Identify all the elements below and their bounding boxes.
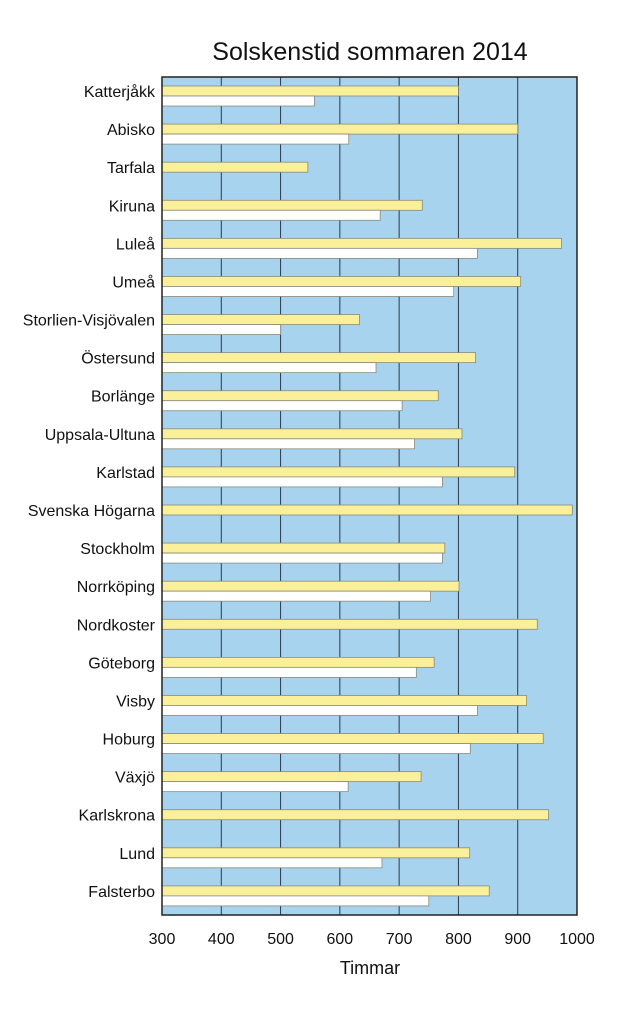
bar-yellow bbox=[161, 237, 562, 249]
category-label: Falsterbo bbox=[88, 884, 155, 901]
bar-white bbox=[161, 552, 443, 564]
bar-yellow bbox=[161, 85, 459, 97]
bar-white bbox=[161, 362, 377, 374]
bar-white bbox=[161, 209, 381, 221]
bar-yellow bbox=[161, 580, 460, 592]
bar-yellow bbox=[161, 466, 516, 478]
bar-white bbox=[161, 247, 478, 259]
category-label: Lund bbox=[119, 846, 155, 863]
x-axis-label: Timmar bbox=[340, 958, 400, 978]
bar-yellow bbox=[161, 199, 423, 211]
bar-white bbox=[161, 133, 350, 145]
bar-white bbox=[161, 666, 417, 678]
bar-white bbox=[161, 476, 443, 488]
x-tick-label: 600 bbox=[327, 931, 354, 948]
plot-border bbox=[161, 76, 578, 916]
category-label: Karlstad bbox=[96, 465, 155, 482]
bar-white bbox=[161, 781, 349, 793]
x-tick-label: 400 bbox=[208, 931, 235, 948]
x-tick-label: 700 bbox=[386, 931, 413, 948]
bar-yellow bbox=[161, 809, 549, 821]
x-tick-label: 900 bbox=[504, 931, 531, 948]
bar-white bbox=[161, 400, 403, 412]
bar-white bbox=[161, 705, 478, 716]
bar-yellow bbox=[161, 656, 435, 668]
x-tick-label: 500 bbox=[267, 931, 294, 948]
category-label: Kiruna bbox=[109, 198, 155, 215]
category-label: Norrköping bbox=[77, 579, 155, 596]
category-label: Umeå bbox=[112, 273, 155, 291]
category-label: Nordkoster bbox=[77, 617, 156, 634]
bar-yellow bbox=[161, 771, 422, 783]
category-label: Stockholm bbox=[80, 541, 155, 558]
category-label: Karlskrona bbox=[79, 808, 156, 825]
bar-yellow bbox=[161, 733, 544, 744]
category-label: Abisko bbox=[107, 122, 155, 139]
bar-yellow bbox=[161, 123, 519, 135]
category-label: Östersund bbox=[81, 350, 155, 368]
category-label: Visby bbox=[116, 693, 155, 710]
x-tick-label: 800 bbox=[445, 931, 472, 948]
bar-yellow bbox=[161, 276, 522, 287]
category-label: Storlien-Visjövalen bbox=[23, 313, 155, 330]
bar-white bbox=[161, 590, 431, 602]
bar-yellow bbox=[161, 504, 573, 516]
bar-white bbox=[161, 895, 430, 907]
bar-white bbox=[161, 438, 415, 450]
bar-white bbox=[161, 286, 455, 297]
bar-yellow bbox=[161, 161, 309, 173]
chart-title: Solskenstid sommaren 2014 bbox=[212, 38, 528, 66]
x-tick-label: 1000 bbox=[559, 931, 595, 948]
category-label: Katterjåkk bbox=[84, 83, 156, 101]
category-label: Luleå bbox=[116, 235, 155, 253]
bar-yellow bbox=[161, 618, 538, 630]
bar-white bbox=[161, 95, 315, 107]
bar-white bbox=[161, 743, 471, 754]
bar-yellow bbox=[161, 314, 360, 325]
bar-yellow bbox=[161, 428, 463, 440]
category-label: Svenska Högarna bbox=[28, 503, 155, 520]
category-label: Hoburg bbox=[103, 732, 155, 749]
bar-yellow bbox=[161, 847, 471, 859]
category-label: Tarfala bbox=[107, 160, 155, 177]
category-label: Uppsala-Ultuna bbox=[45, 427, 155, 444]
category-label: Göteborg bbox=[88, 655, 155, 672]
bar-yellow bbox=[161, 695, 528, 706]
bar-yellow bbox=[161, 542, 446, 554]
bar-yellow bbox=[161, 352, 477, 364]
bar-yellow bbox=[161, 390, 439, 402]
category-label: Borlänge bbox=[91, 389, 155, 406]
bar-white bbox=[161, 324, 281, 335]
category-label: Växjö bbox=[115, 770, 155, 787]
x-tick-label: 300 bbox=[149, 931, 176, 948]
bar-yellow bbox=[161, 885, 490, 897]
bar-white bbox=[161, 857, 383, 869]
